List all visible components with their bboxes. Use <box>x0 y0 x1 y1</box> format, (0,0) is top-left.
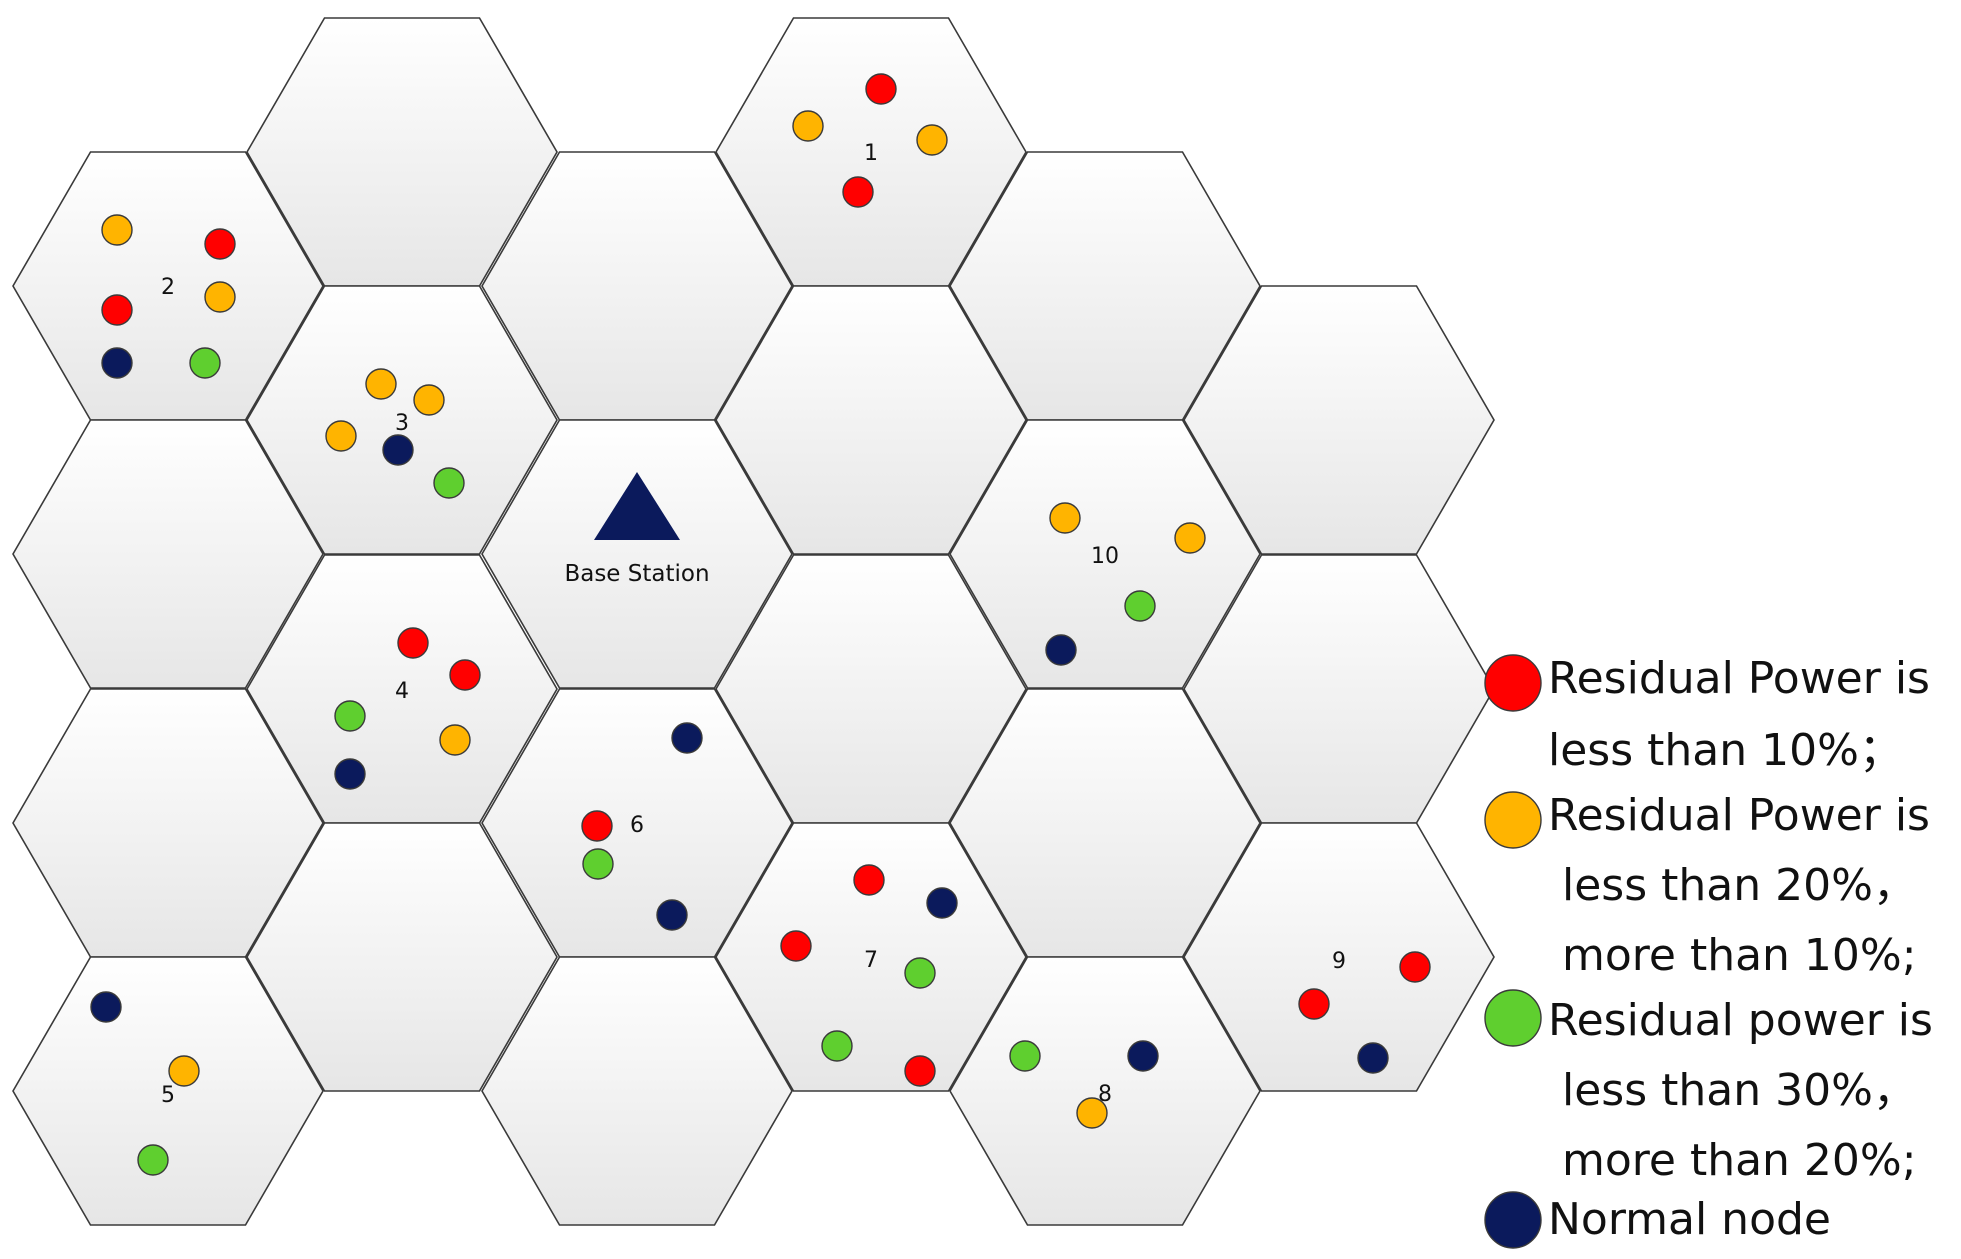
sensor-node-orange <box>1174 522 1206 554</box>
cluster-label: 4 <box>395 679 409 704</box>
cluster-label: 5 <box>161 1083 175 1108</box>
hex-cell <box>12 956 324 1226</box>
cluster-label: 7 <box>864 948 878 973</box>
sensor-node-orange <box>916 124 948 156</box>
cluster-label: 6 <box>630 813 644 838</box>
hex-cell <box>1183 822 1495 1092</box>
sensor-node-orange <box>413 384 445 416</box>
sensor-node-green <box>1009 1040 1041 1072</box>
sensor-node-navy <box>90 991 122 1023</box>
hex-cell <box>481 419 793 689</box>
sensor-nodes <box>90 73 1431 1176</box>
sensor-node-navy <box>926 887 958 919</box>
sensor-node-red <box>1399 951 1431 983</box>
legend-text: more than 10%; <box>1548 930 1917 981</box>
sensor-node-green <box>189 347 221 379</box>
sensor-node-green <box>904 957 936 989</box>
hex-cell <box>715 285 1027 555</box>
legend-swatch-red <box>1484 654 1542 712</box>
legend-text: Normal node <box>1548 1194 1831 1245</box>
sensor-node-navy <box>382 434 414 466</box>
sensor-node-navy <box>1045 634 1077 666</box>
sensor-node-red <box>581 810 613 842</box>
cluster-1 <box>792 73 948 208</box>
legend-swatch-green <box>1484 989 1542 1047</box>
base-station-label: Base Station <box>564 561 709 587</box>
sensor-node-orange <box>1076 1097 1108 1129</box>
cluster-label: 3 <box>395 411 409 436</box>
cluster-5 <box>90 991 200 1176</box>
legend-item-orange: Residual Power is less than 20%， more th… <box>1484 790 1930 981</box>
sensor-node-red <box>397 627 429 659</box>
sensor-node-navy <box>1127 1040 1159 1072</box>
sensor-node-green <box>1124 590 1156 622</box>
sensor-node-red <box>842 176 874 208</box>
sensor-node-orange <box>325 420 357 452</box>
hexagon-grid <box>12 17 1495 1226</box>
hex-cell <box>481 956 793 1226</box>
legend-text: Residual Power is <box>1548 790 1930 841</box>
cluster-label: 9 <box>1332 949 1346 974</box>
sensor-node-green <box>433 467 465 499</box>
cluster-3 <box>325 368 465 499</box>
hex-cell <box>1183 285 1495 555</box>
sensor-node-navy <box>101 347 133 379</box>
sensor-node-red <box>904 1055 936 1087</box>
legend-text: less than 10%； <box>1548 725 1903 776</box>
cluster-10 <box>1045 502 1206 666</box>
cluster-6 <box>581 722 703 931</box>
legend-text: more than 20%; <box>1548 1135 1917 1186</box>
sensor-node-orange <box>101 214 133 246</box>
cluster-labels: 1 2 3 4 5 6 7 8 9 10 <box>161 141 1346 1108</box>
sensor-node-red <box>204 228 236 260</box>
legend-text: Residual Power is <box>1548 653 1930 704</box>
sensor-node-orange <box>168 1055 200 1087</box>
sensor-node-navy <box>656 899 688 931</box>
sensor-node-navy <box>334 758 366 790</box>
cluster-label: 2 <box>161 275 175 300</box>
sensor-node-green <box>334 700 366 732</box>
legend-swatch-orange <box>1484 791 1542 849</box>
legend-item-red: Residual Power is less than 10%； <box>1484 653 1930 776</box>
cluster-7 <box>780 864 958 1087</box>
cluster-4 <box>334 627 481 790</box>
cluster-label: 1 <box>864 141 878 166</box>
base-station: Base Station <box>564 472 710 587</box>
sensor-node-green <box>821 1030 853 1062</box>
legend-text: less than 30%， <box>1548 1065 1917 1116</box>
sensor-node-red <box>449 659 481 691</box>
cluster-9 <box>1298 951 1431 1074</box>
sensor-node-red <box>853 864 885 896</box>
sensor-node-red <box>1298 988 1330 1020</box>
sensor-node-red <box>865 73 897 105</box>
sensor-node-orange <box>204 281 236 313</box>
hex-cell <box>949 956 1261 1226</box>
hex-cell <box>246 822 558 1092</box>
cluster-8 <box>1009 1040 1159 1129</box>
legend-text: less than 20%， <box>1548 860 1917 911</box>
sensor-node-red <box>101 294 133 326</box>
sensor-node-navy <box>1357 1042 1389 1074</box>
sensor-node-orange <box>365 368 397 400</box>
sensor-node-green <box>137 1144 169 1176</box>
legend-swatch-navy <box>1484 1191 1542 1249</box>
cluster-label: 8 <box>1098 1082 1112 1107</box>
sensor-node-red <box>780 930 812 962</box>
legend-item-green: Residual power is less than 30%， more th… <box>1484 989 1933 1186</box>
sensor-node-navy <box>671 722 703 754</box>
cluster-2 <box>101 214 236 379</box>
cluster-label: 10 <box>1091 544 1119 569</box>
sensor-node-orange <box>792 110 824 142</box>
sensor-node-orange <box>439 724 471 756</box>
hex-cell <box>949 419 1261 689</box>
base-station-triangle-icon <box>594 472 680 540</box>
legend-item-navy: Normal node <box>1484 1191 1831 1249</box>
hex-cell <box>246 285 558 555</box>
sensor-node-orange <box>1049 502 1081 534</box>
sensor-node-green <box>582 848 614 880</box>
hex-cell <box>12 419 324 689</box>
legend-text: Residual power is <box>1548 995 1933 1046</box>
